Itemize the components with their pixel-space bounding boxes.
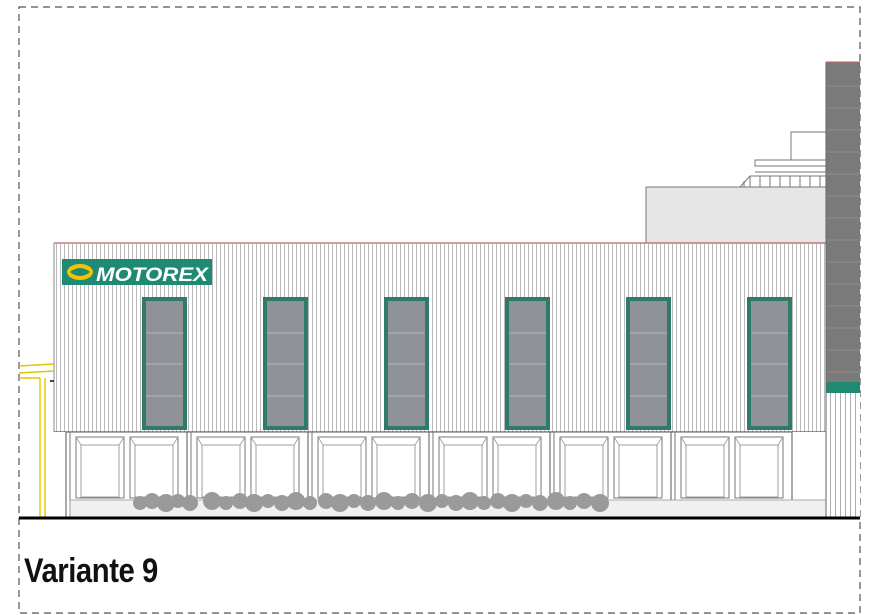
shrub [347,494,361,508]
shrub [391,496,405,510]
shrub [133,496,147,510]
shrub [318,493,334,509]
garage-door [734,436,784,499]
windows-group [142,297,792,430]
shrub [203,492,221,510]
shrubs-group [133,492,609,512]
shrub [219,496,233,510]
shrub [503,494,521,512]
shrub [171,494,185,508]
shrub [519,494,533,508]
roof-hut [790,131,828,161]
shrub [331,494,349,512]
shrub [303,496,317,510]
garage-door [680,436,730,499]
shrub [490,493,506,509]
shrub [182,495,198,511]
garage-door [613,436,663,499]
shrub [144,493,160,509]
garage-door [492,436,542,499]
shrub [461,492,479,510]
shrub [404,493,420,509]
shrub [477,496,491,510]
shrub [563,496,577,510]
shrub [287,492,305,510]
shrub [375,492,393,510]
window [142,297,187,430]
shrub [360,495,376,511]
window [505,297,550,430]
shrub [547,492,565,510]
shrub [232,493,248,509]
roof-railing [739,159,827,188]
garage-door [438,436,488,499]
garage-door [371,436,421,499]
left-annex [18,363,55,518]
variant-caption: Variante 9 [24,552,158,590]
right-tower [825,61,860,518]
shrub [576,493,592,509]
shrub [591,494,609,512]
shrub [532,495,548,511]
window [263,297,308,430]
garage-door [559,436,609,499]
tower-cladding [826,393,860,518]
shrub [274,495,290,511]
shrub [245,494,263,512]
shrub [157,494,175,512]
window [747,297,792,430]
garage-door [129,436,179,499]
garage-door [250,436,300,499]
shrub [448,495,464,511]
shrub [435,494,449,508]
garage-door [75,436,125,499]
garage-door [196,436,246,499]
shrub [261,494,275,508]
garage-door [317,436,367,499]
tower-band [826,382,860,393]
shrub [419,494,437,512]
window [626,297,671,430]
upper-block [645,131,829,245]
window [384,297,429,430]
logo-text: MOTOREX [96,265,210,286]
motorex-logo: MOTOREX [62,259,212,286]
garage-doors-group [65,431,793,519]
